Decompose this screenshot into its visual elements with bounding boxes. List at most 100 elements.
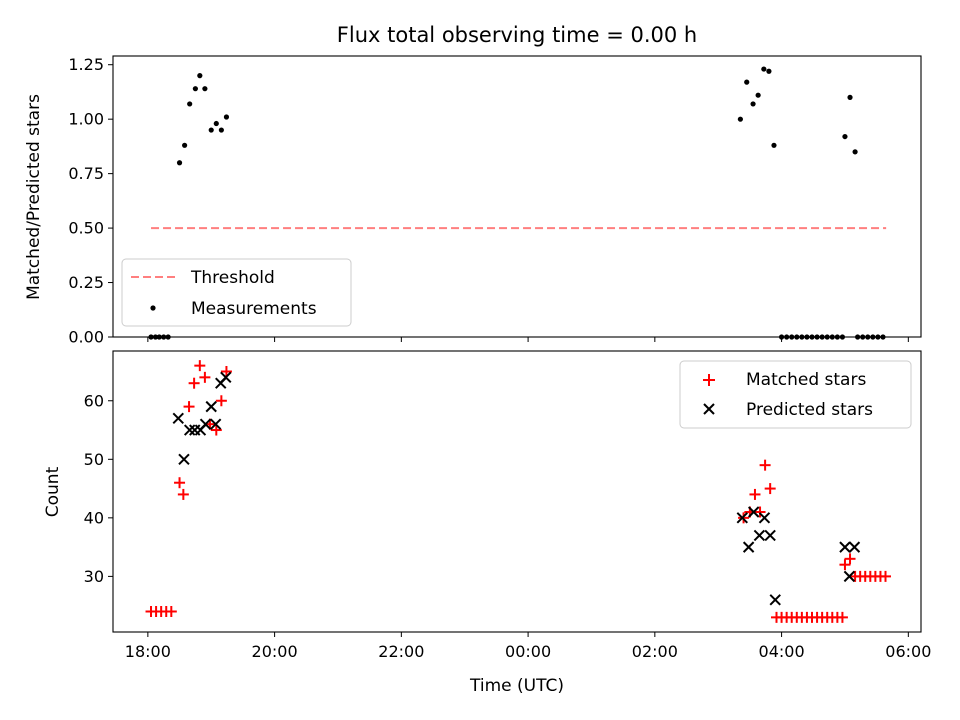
matched-stars-point — [210, 424, 222, 436]
matched-stars-point — [754, 506, 766, 518]
predicted-stars-point — [736, 512, 748, 524]
measurement-point — [761, 66, 767, 72]
measurement-point — [213, 120, 219, 127]
predicted-stars-point-b — [199, 418, 212, 430]
measurement-point — [223, 114, 230, 120]
count-y-tick-label: 50 — [84, 450, 104, 469]
predicted-stars-point — [848, 541, 861, 553]
count-x-tick-label: 22:00 — [378, 642, 424, 661]
predicted-stars-point-b — [839, 541, 851, 553]
count-panel: 30 40 50 60 18:00 20:00 22:00 00:00 02:00 04:00 06… — [43, 350, 931, 696]
predicted-stars-point — [172, 412, 184, 425]
measurement-point — [750, 101, 756, 107]
predicted-stars-point-b — [753, 529, 766, 542]
measurement-point — [755, 92, 761, 98]
predicted-stars-point-b — [758, 512, 771, 524]
count-y-tick-label: 30 — [84, 567, 104, 586]
predicted-stars-point — [199, 418, 212, 430]
predicted-stars-point — [220, 371, 232, 384]
predicted-stars-point-b — [178, 453, 190, 466]
predicted-stars-point — [183, 424, 196, 436]
matched-stars-point — [836, 611, 848, 623]
measurement-point — [182, 142, 188, 148]
predicted-stars-point-b — [220, 371, 232, 384]
measurement-point — [202, 86, 208, 92]
legend-measurements-label: Measurements — [191, 299, 317, 319]
matched-stars-point — [880, 570, 892, 582]
matched-stars-point — [839, 559, 851, 571]
ratio-legend-box — [121, 258, 352, 327]
predicted-stars-point-b — [764, 529, 776, 542]
count-x-tick-label: 06:00 — [885, 642, 931, 661]
measurement-point — [847, 94, 853, 100]
measurement-point — [197, 73, 203, 79]
predicted-stars-point — [209, 418, 222, 430]
predicted-stars-point-b — [736, 512, 748, 524]
measurement-point — [208, 127, 214, 133]
count-legend: Matched stars Predicted stars — [679, 360, 912, 429]
matched-stars-point — [215, 395, 227, 407]
measurement-point — [771, 142, 777, 148]
ratio-y-tick-label: 1.00 — [68, 110, 104, 129]
matched-stars-point — [749, 488, 761, 500]
ratio-y-tick-label: 0.00 — [68, 328, 104, 347]
measurement-point — [766, 68, 772, 74]
matched-stars-point — [759, 459, 771, 471]
count-x-tick-label: 02:00 — [632, 642, 678, 661]
measurement-point — [192, 86, 198, 92]
ratio-y-tick-label: 1.25 — [68, 55, 104, 74]
count-x-tick-label: 00:00 — [505, 642, 551, 661]
matched-stars-point — [165, 606, 177, 618]
measurement-point — [176, 160, 183, 166]
predicted-stars-point — [843, 570, 856, 583]
legend-measurements-swatch — [150, 305, 156, 311]
matched-stars-point — [177, 488, 189, 500]
predicted-stars-point-b — [747, 506, 760, 518]
matched-stars-point — [764, 483, 776, 495]
matched-stars-point — [199, 371, 211, 383]
chart-title: Flux total observing time = 0.00 h — [337, 23, 697, 47]
measurement-point — [842, 133, 848, 140]
count-x-tick-label: 04:00 — [759, 642, 805, 661]
predicted-stars-point-b — [843, 570, 856, 583]
count-y-axis-label: Count — [43, 466, 63, 517]
predicted-stars-point — [747, 506, 760, 518]
measurement-point — [737, 116, 743, 122]
count-x-tick-label: 20:00 — [252, 642, 298, 661]
predicted-stars-point-b — [183, 424, 196, 436]
predicted-stars-point — [753, 529, 766, 542]
legend-threshold-label: Threshold — [190, 268, 275, 288]
ratio-y-tick-label: 0.50 — [68, 219, 104, 238]
predicted-stars-point-b — [205, 400, 217, 413]
predicted-stars-point — [758, 512, 771, 524]
ratio-y-tick-label: 0.25 — [68, 273, 104, 292]
matched-stars-point — [220, 365, 232, 377]
predicted-stars-point-b — [769, 594, 781, 606]
predicted-stars-point — [742, 541, 755, 553]
legend-predicted-label: Predicted stars — [746, 400, 873, 420]
legend-matched-swatch — [703, 374, 715, 386]
count-panel-frame — [112, 350, 922, 633]
x-axis-label: Time (UTC) — [469, 676, 564, 696]
ratio-panel-frame — [112, 55, 922, 338]
matched-stars-point — [174, 477, 186, 489]
measurement-point — [744, 79, 750, 85]
predicted-stars-point-b — [172, 412, 184, 425]
predicted-stars-point-b — [742, 541, 755, 553]
measurement-point — [852, 149, 858, 155]
count-x-tick-label: 18:00 — [125, 642, 171, 661]
measurement-point — [187, 101, 193, 107]
count-legend-box — [679, 360, 912, 429]
legend-predicted-swatch — [703, 403, 715, 415]
predicted-stars-point — [764, 529, 776, 542]
matched-stars-point — [188, 377, 200, 389]
ratio-y-axis-label: Matched/Predicted stars — [24, 94, 44, 300]
predicted-stars-point — [178, 453, 190, 466]
matched-stars-point — [194, 360, 206, 372]
matched-stars-point — [183, 401, 195, 413]
matched-stars-point — [844, 553, 856, 565]
count-y-tick-label: 40 — [84, 508, 104, 527]
legend-matched-label: Matched stars — [746, 370, 866, 390]
count-y-tick-label: 60 — [84, 391, 104, 410]
